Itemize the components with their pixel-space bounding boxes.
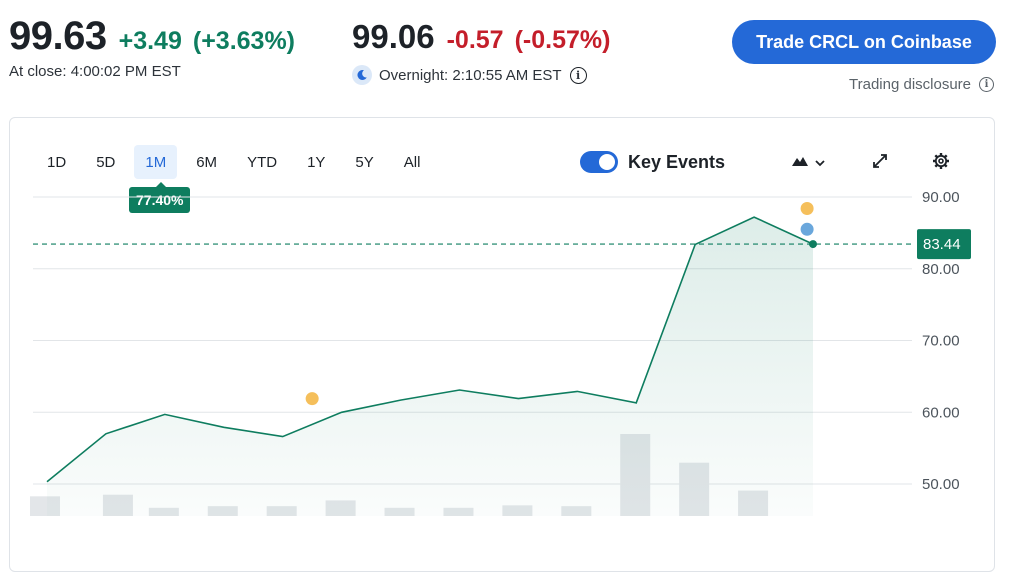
- price-area-fill: [47, 217, 813, 516]
- y-tick-label: 70.00: [922, 333, 960, 350]
- close-time: At close: 4:00:02 PM EST: [9, 63, 181, 80]
- trading-disclosure-link[interactable]: Trading disclosure i: [849, 76, 994, 93]
- key-events-label: Key Events: [628, 151, 726, 172]
- key-events-toggle[interactable]: Key Events: [580, 151, 725, 173]
- toggle-switch[interactable]: [580, 151, 618, 173]
- last-price-badge: [917, 229, 971, 260]
- quote-overnight: 99.06 -0.57 (-0.57%) Overnight: 2:10:55 …: [352, 18, 610, 85]
- price-change-percent: (+3.63%): [192, 27, 296, 55]
- trading-disclosure-label: Trading disclosure: [849, 76, 971, 93]
- range-1y[interactable]: 1Y: [307, 153, 326, 171]
- y-tick-label: 80.00: [922, 261, 960, 278]
- key-event-marker[interactable]: [800, 222, 814, 236]
- range-5y[interactable]: 5Y: [355, 153, 374, 171]
- y-tick-label: 60.00: [922, 404, 960, 421]
- info-icon[interactable]: i: [979, 77, 994, 92]
- range-5d[interactable]: 5D: [96, 153, 116, 171]
- expand-button[interactable]: [868, 150, 892, 176]
- expand-icon: [872, 153, 888, 174]
- last-price: 99.63: [9, 14, 107, 58]
- trade-on-coinbase-button[interactable]: Trade CRCL on Coinbase: [732, 20, 996, 64]
- key-event-marker[interactable]: [800, 201, 814, 215]
- settings-button[interactable]: [929, 150, 953, 176]
- price-line: [46, 216, 814, 483]
- chart-card: [9, 117, 995, 572]
- overnight-price: 99.06: [352, 18, 435, 55]
- y-tick-label: 90.00: [922, 189, 960, 206]
- range-ytd[interactable]: YTD: [247, 153, 278, 171]
- y-tick-label: 50.00: [922, 476, 960, 493]
- overnight-change-percent: (-0.57%): [514, 26, 611, 54]
- last-price-marker: [809, 240, 817, 249]
- chevron-down-icon: [815, 154, 825, 172]
- overnight-row: Overnight: 2:10:55 AM EST i: [352, 65, 610, 85]
- mountain-chart-icon: [791, 154, 809, 172]
- range-1m[interactable]: 1M: [134, 145, 178, 179]
- quote-regular: 99.63 +3.49 (+3.63%) At close: 4:00:02 P…: [9, 14, 295, 80]
- chart-type-dropdown[interactable]: [786, 150, 830, 176]
- last-price-label: 83.44: [923, 236, 961, 253]
- overnight-change: -0.57: [446, 26, 504, 54]
- range-change-badge: 77.40%: [129, 182, 191, 213]
- range-1d[interactable]: 1D: [47, 153, 67, 171]
- range-selector: 1D 5D 1M 6M YTD 1Y 5Y All: [36, 145, 439, 179]
- range-all[interactable]: All: [403, 153, 421, 171]
- gear-icon: [932, 152, 950, 175]
- moon-icon: [352, 65, 372, 85]
- range-6m[interactable]: 6M: [196, 153, 218, 171]
- overnight-time: Overnight: 2:10:55 AM EST: [379, 66, 562, 84]
- price-change: +3.49: [118, 27, 182, 55]
- key-event-marker[interactable]: [305, 392, 319, 406]
- info-icon[interactable]: i: [569, 66, 587, 84]
